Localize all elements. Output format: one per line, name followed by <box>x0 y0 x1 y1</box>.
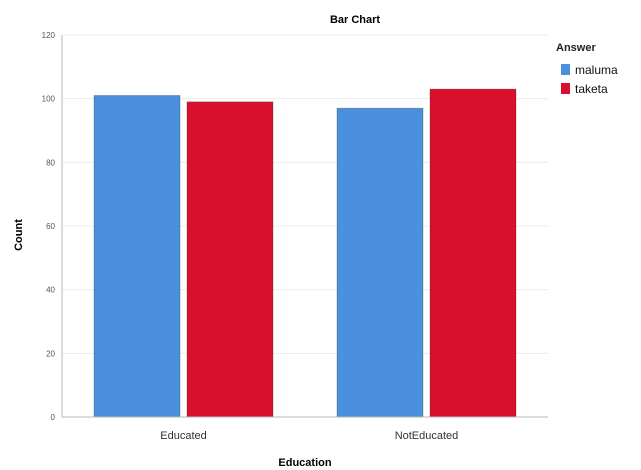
y-tick-label: 100 <box>42 95 56 104</box>
bar-taketa-educated <box>186 101 274 418</box>
y-tick-labels: 0 20 40 60 80 100 120 <box>42 31 56 422</box>
legend-swatch-taketa <box>561 83 570 94</box>
x-tick-label: NotEducated <box>395 430 459 442</box>
chart-title: Bar Chart <box>330 14 380 26</box>
bar-maluma-educated <box>93 95 181 418</box>
legend-title: Answer <box>556 42 596 54</box>
y-tick-label: 120 <box>42 31 56 40</box>
legend-label-taketa: taketa <box>575 82 608 96</box>
legend: Answer maluma taketa <box>556 42 618 96</box>
y-tick-label: 80 <box>46 158 55 167</box>
x-tick-labels: Educated NotEducated <box>160 430 458 442</box>
y-axis-title: Count <box>13 219 25 251</box>
y-tick-label: 40 <box>46 286 55 295</box>
legend-label-maluma: maluma <box>575 63 618 77</box>
legend-swatch-maluma <box>561 64 570 75</box>
y-tick-label: 20 <box>46 349 55 358</box>
x-axis-title: Education <box>278 457 331 469</box>
axes <box>61 35 548 418</box>
bars <box>93 88 517 418</box>
bar-maluma-noteducated <box>336 107 424 418</box>
y-tick-label: 0 <box>51 413 56 422</box>
y-tick-label: 60 <box>46 222 55 231</box>
bar-taketa-noteducated <box>429 88 517 418</box>
x-tick-label: Educated <box>160 430 206 442</box>
